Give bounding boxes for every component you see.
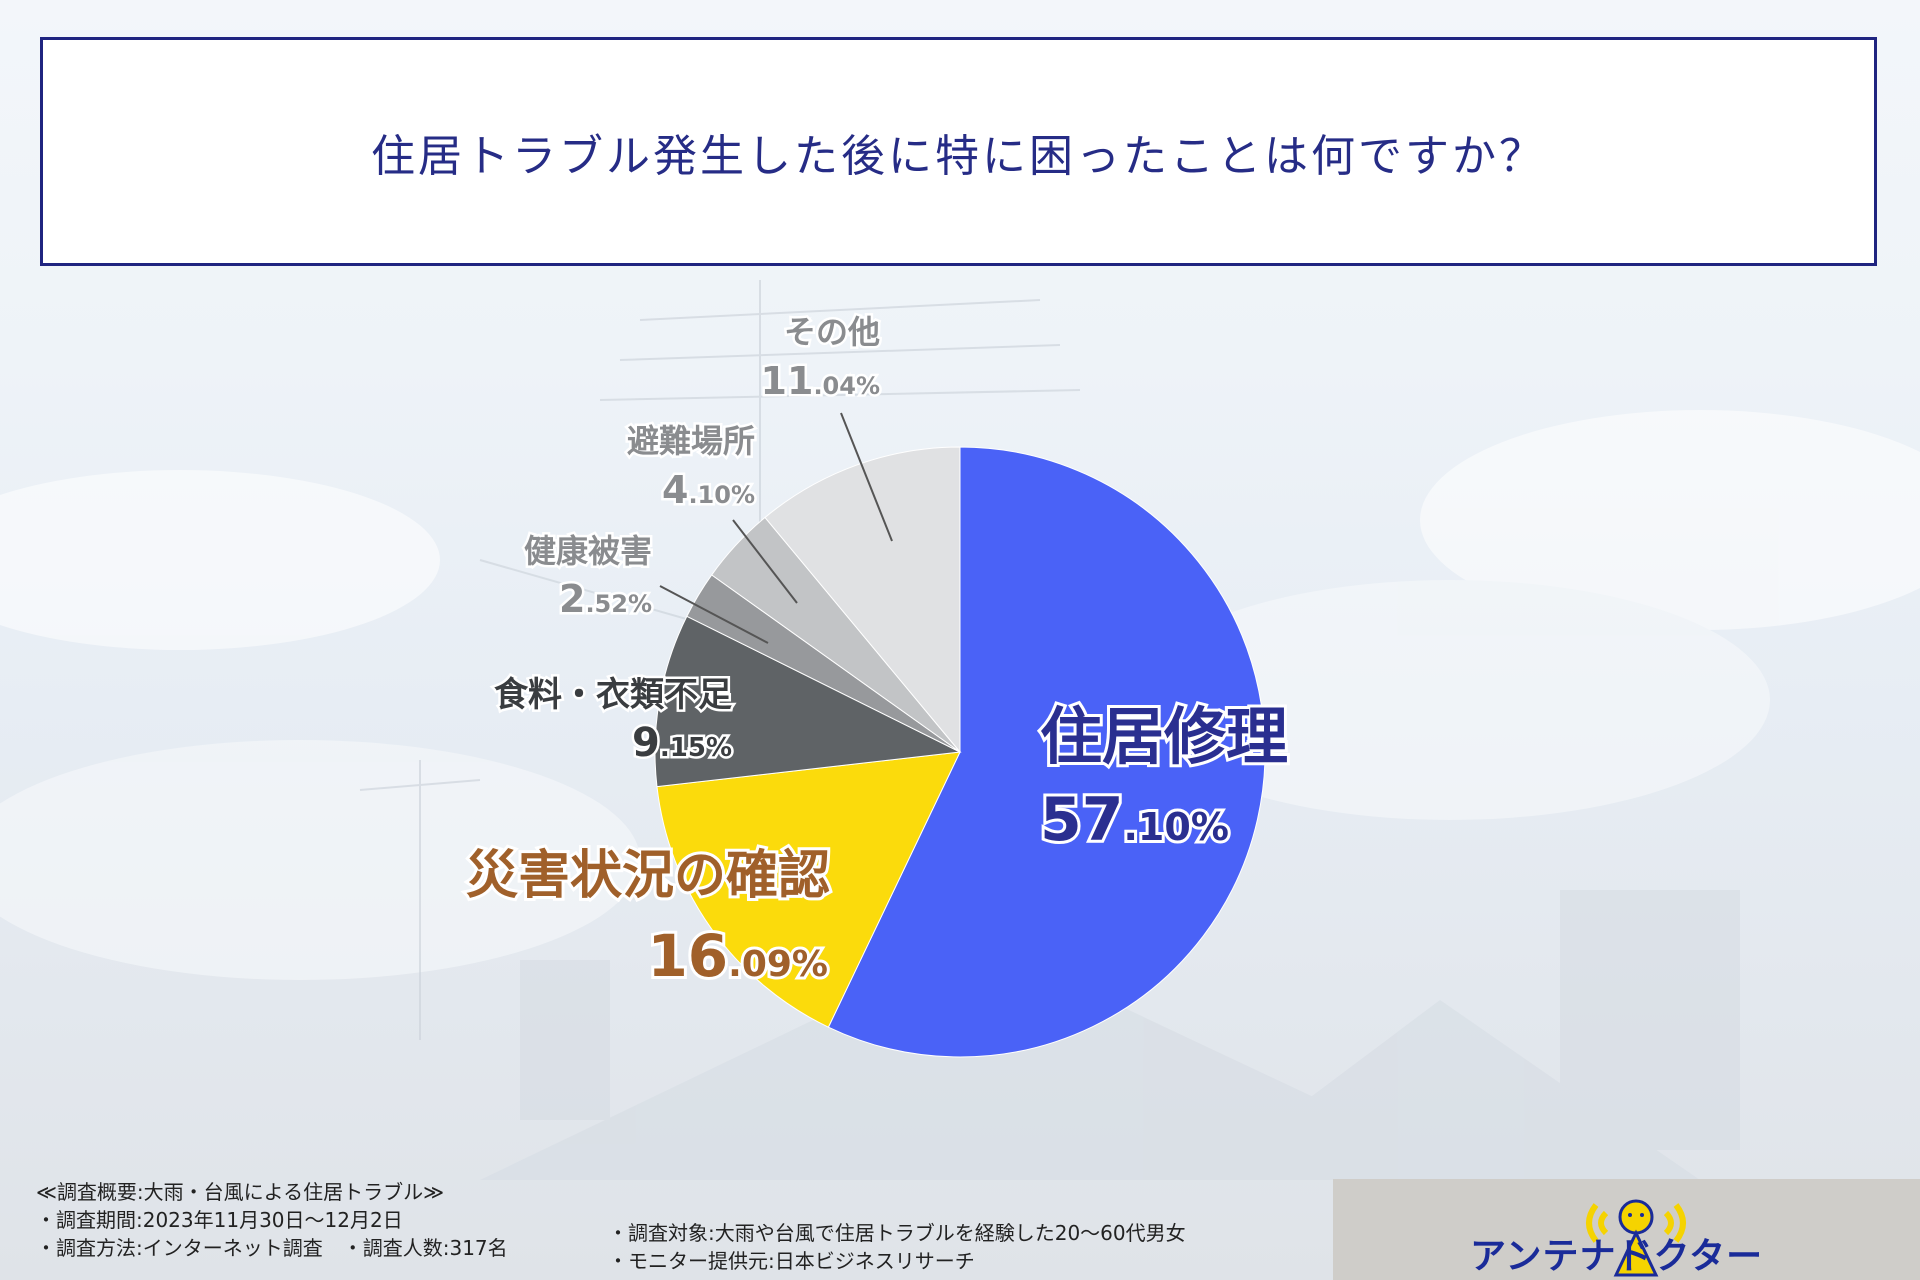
survey-heading: ≪調査概要:大雨・台風による住居トラブル≫ [36, 1180, 445, 1204]
label-housing-repair-name: 住居修理 [1040, 700, 1288, 773]
survey-period: ・調査期間:2023年11月30日〜12月2日 [36, 1208, 403, 1232]
label-other-value: 11.04% [761, 359, 880, 403]
label-evacuation-name: 避難場所 [627, 422, 755, 460]
label-disaster-check: 災害状況の確認 16.09% [463, 843, 833, 993]
label-disaster-check-value: 16.09% [647, 922, 828, 990]
title-box: 住居トラブル発生した後に特に困ったことは何ですか？ [40, 37, 1877, 266]
survey-target: ・調査対象:大雨や台風で住居トラブルを経験した20〜60代男女 [608, 1221, 1186, 1245]
survey-footer-right: ・調査対象:大雨や台風で住居トラブルを経験した20〜60代男女 ・モニター提供元… [608, 1219, 1186, 1275]
label-health-value: 2.52% [559, 577, 652, 621]
label-food-clothing-name: 食料・衣類不足 [494, 675, 732, 715]
slice-food-clothing [654, 615, 962, 788]
slice-housing-repair [827, 446, 1266, 1058]
label-other: その他 11.04% [758, 311, 882, 406]
label-disaster-check-name: 災害状況の確認 [466, 846, 830, 906]
leader-line-other [840, 412, 893, 542]
label-food-clothing: 食料・衣類不足 9.15% [492, 673, 735, 769]
label-other-name: その他 [784, 313, 880, 351]
brand-logo: アンテナドクター [1333, 1179, 1920, 1280]
label-health: 健康被害 2.52% [521, 530, 654, 624]
label-housing-repair-value: 57.10% [1040, 785, 1229, 855]
label-evacuation-value: 4.10% [662, 468, 755, 512]
slice-other [764, 446, 961, 754]
survey-provider: ・モニター提供元:日本ビジネスリサーチ [608, 1249, 975, 1273]
survey-method: ・調査方法:インターネット調査 ・調査人数:317名 [36, 1236, 508, 1260]
leader-line-evacuation [732, 519, 798, 604]
logo-wordmark: アンテナドクター [1470, 1236, 1764, 1277]
chart-title: 住居トラブル発生した後に特に困ったことは何ですか？ [371, 130, 1546, 182]
slice-disaster-check [656, 751, 961, 1028]
label-food-clothing-value: 9.15% [632, 720, 732, 766]
label-housing-repair: 住居修理 57.10% [1037, 697, 1291, 858]
leader-line-health [659, 585, 769, 644]
survey-footer-left: ≪調査概要:大雨・台風による住居トラブル≫ ・調査期間:2023年11月30日〜… [36, 1178, 508, 1262]
label-evacuation: 避難場所 4.10% [624, 420, 757, 515]
antenna-mascot-icon [1586, 1199, 1686, 1277]
label-health-name: 健康被害 [524, 532, 652, 570]
